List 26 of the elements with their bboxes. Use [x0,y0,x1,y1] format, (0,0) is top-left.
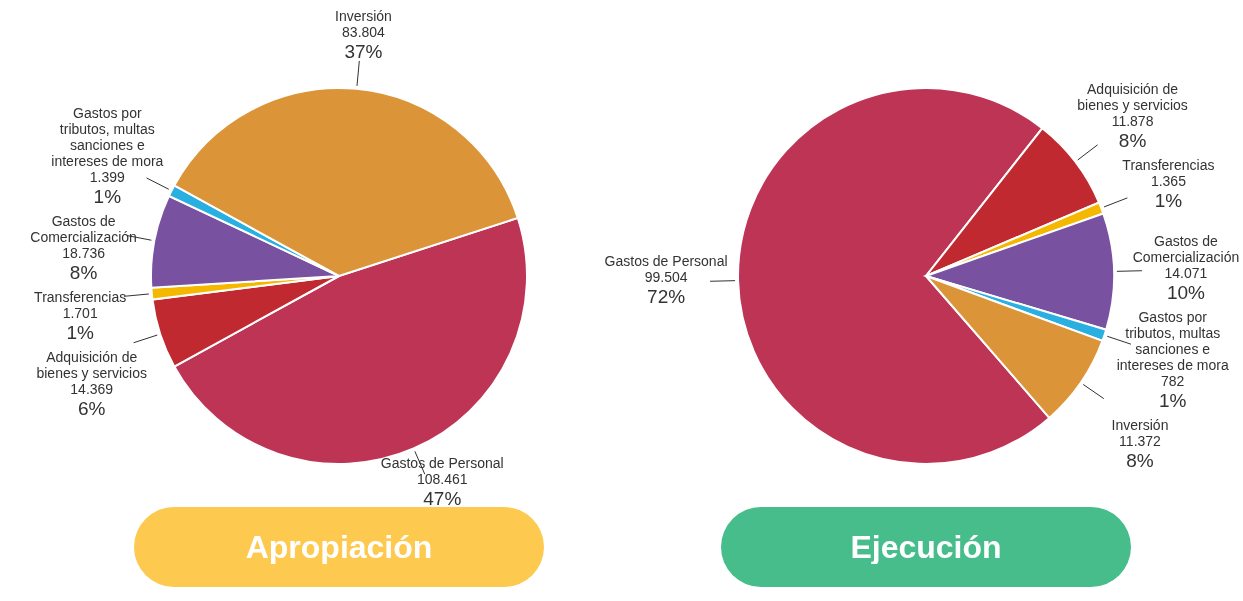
slice-label: Gastos de Comercialización [30,212,137,245]
slice-label: Gastos por tributos, multas sanciones e intereses de mora [51,104,164,169]
text: Apropiación [245,529,433,565]
slice-label: Transferencias [1122,157,1215,174]
text: 11.878 8% [1111,113,1154,152]
text: 1.701 1% [62,304,98,343]
slice-label: Gastos de Comercialización [1132,232,1240,265]
slice-label: Gastos por tributos, multas sanciones e intereses de mora [1116,308,1229,373]
text: Ejecución [850,529,1002,565]
text: 1.365 1% [1150,173,1186,212]
text: 108.461 47% [416,471,468,509]
text: 83.804 37% [342,24,385,63]
slice-label: Inversión [335,8,392,25]
text: 99.504 72% [644,269,688,308]
slice-label: Inversión [1111,416,1169,433]
text: 14.071 10% [1164,264,1208,303]
slice-label: Gastos de Personal [604,253,728,270]
slice-label: Gastos de Personal [380,455,504,471]
text: 14.369 6% [70,380,114,419]
slice-label: Adquisición de bienes y servicios [36,348,147,381]
slice-label: Transferencias [34,288,127,305]
slice-label: Adquisición de bienes y servicios [1077,81,1188,114]
text: 11.372 8% [1119,432,1161,471]
text: 18.736 8% [62,244,106,283]
text: 782 1% [1158,372,1187,411]
text: 1.399 1% [89,168,125,207]
